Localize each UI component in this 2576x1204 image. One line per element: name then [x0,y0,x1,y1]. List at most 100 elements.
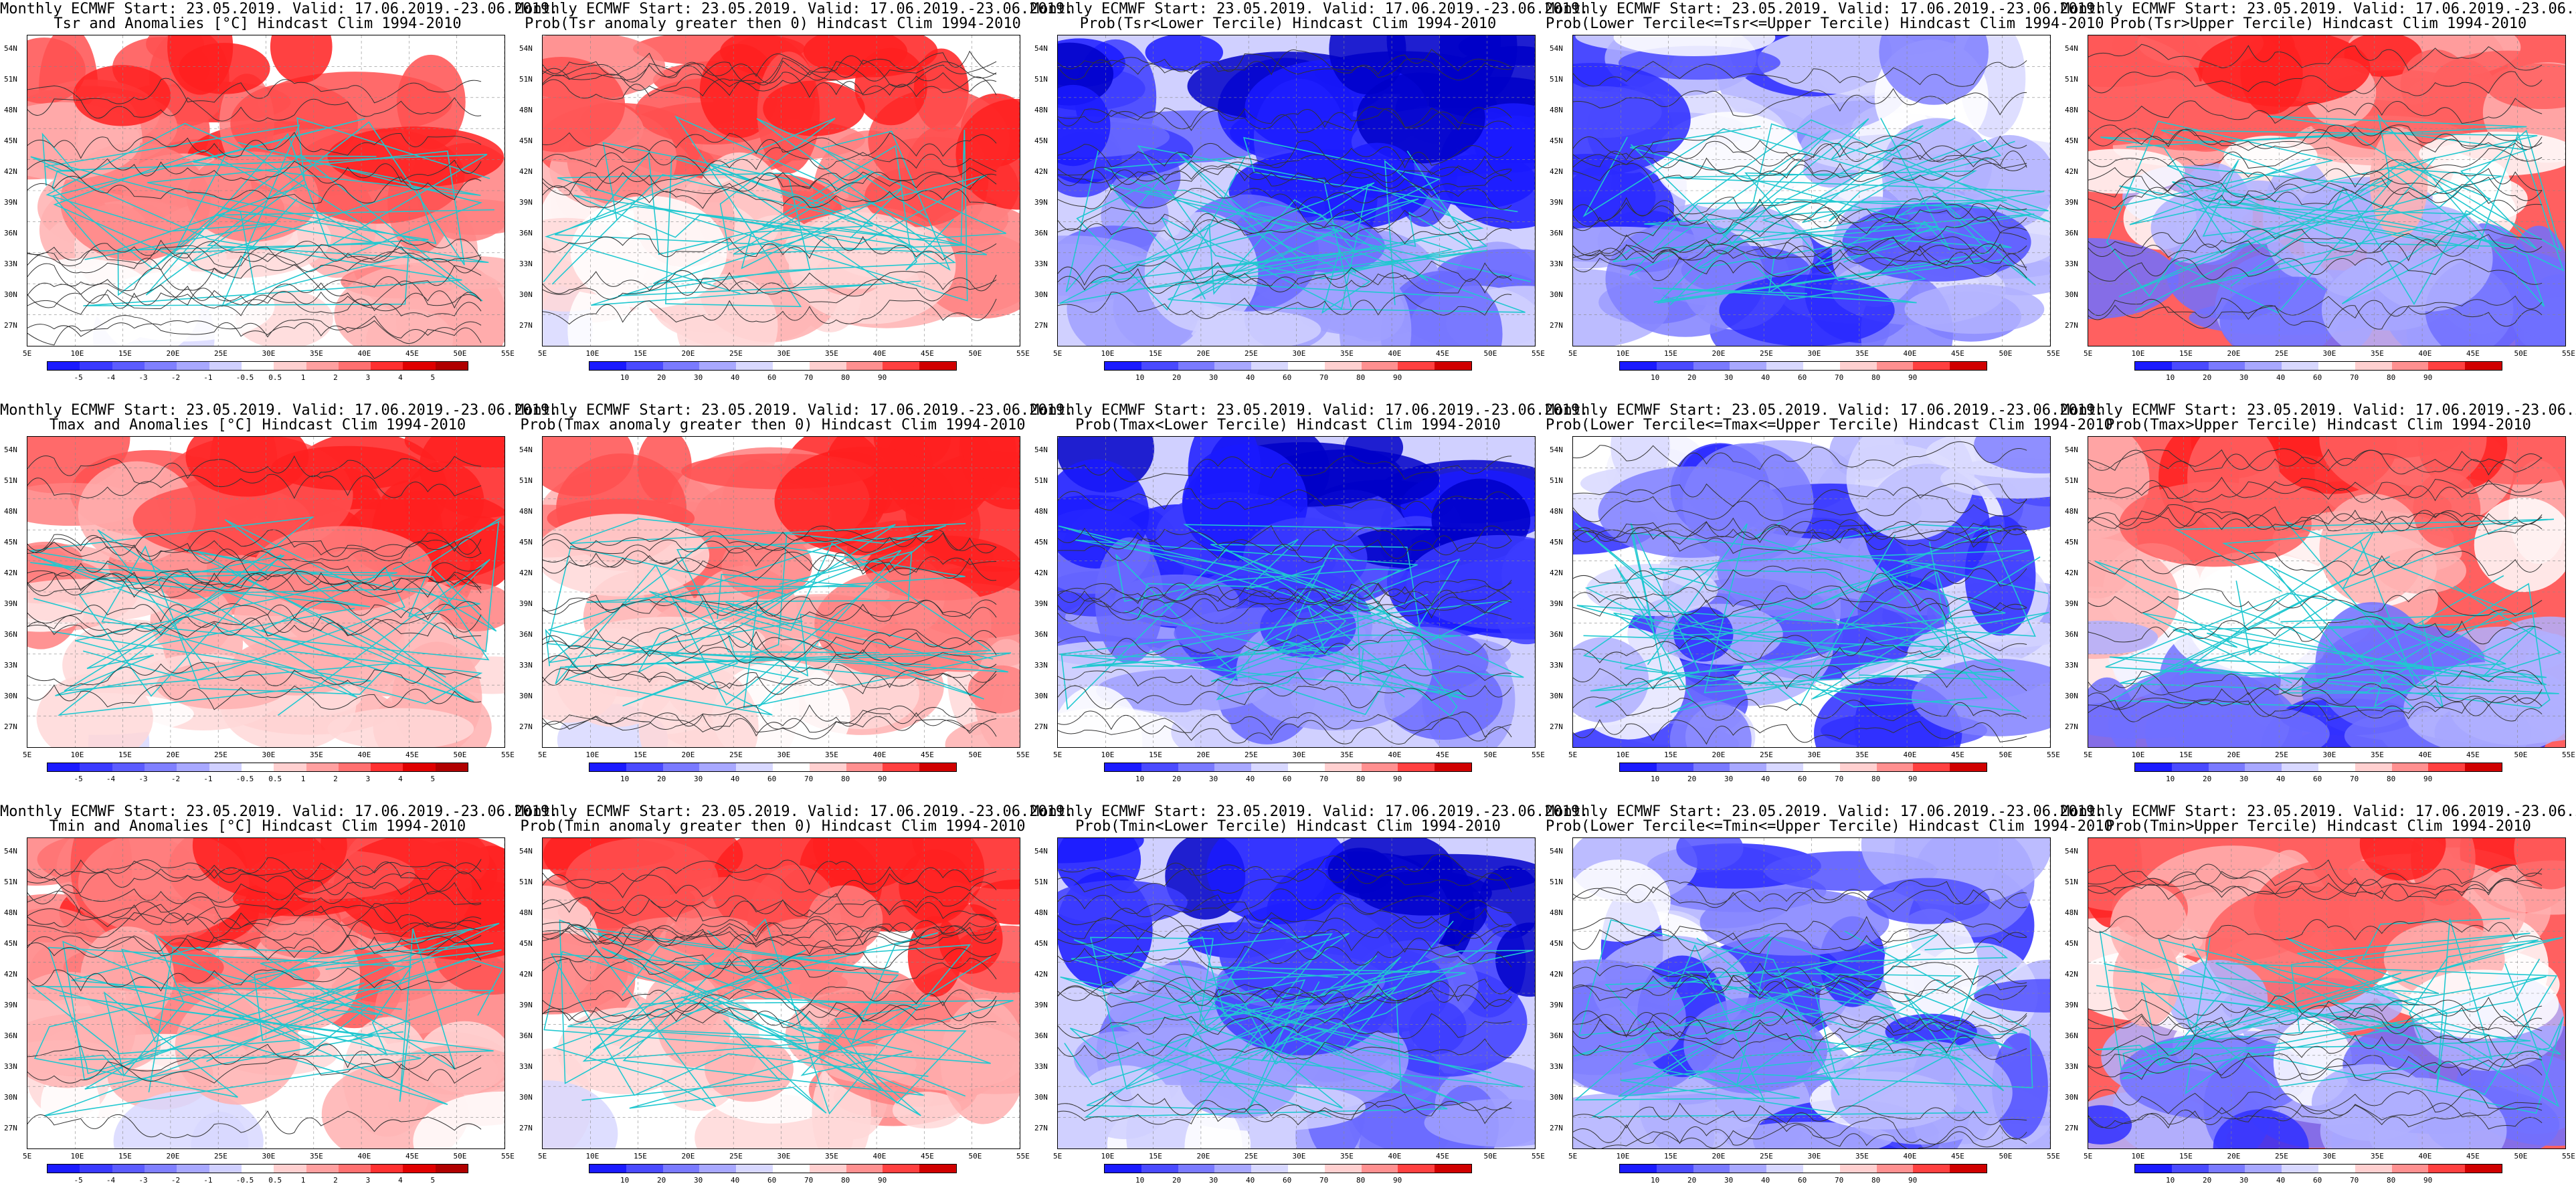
colorbar-label: 40 [731,775,740,783]
colorbar-label: 60 [1798,373,1807,382]
colorbar-label: 90 [1393,1176,1402,1185]
lat-tick-label: 54N [519,847,533,856]
lon-tick-label: 40E [1388,349,1402,358]
colorbar-label: 80 [1356,373,1366,382]
shaded-field-blob [543,57,626,153]
colorbar-swatch [1950,763,1987,771]
shaded-field-blob [2088,620,2158,655]
lon-tick-label: 15E [634,349,647,358]
panel-title: Monthly ECMWF Start: 23.05.2019. Valid: … [0,402,559,419]
colorbar-label: 80 [1871,1176,1881,1185]
lon-tick-label: 25E [1245,1152,1258,1161]
lon-tick-label: 55E [2047,750,2060,759]
isoline [1058,685,1512,710]
lat-tick-label: 30N [4,1093,17,1102]
lon-tick-label: 55E [501,1152,515,1161]
lon-tick-label: 40E [872,349,887,358]
colorbar-swatch [2171,362,2209,370]
lat-tick-label: 36N [2065,229,2078,237]
lon-tick-label: 15E [1149,349,1162,358]
lon-tick-label: 20E [681,1152,695,1161]
colorbar-label: -2 [171,1176,181,1185]
colorbar-swatch [177,362,209,370]
shaded-field-blob [959,437,1020,488]
lat-tick-label: 42N [1034,167,1048,176]
colorbar-label: -3 [139,1176,148,1185]
isoline [543,532,997,555]
shaded-field-blob [658,991,731,1068]
lon-tick-label: 20E [1196,1152,1210,1161]
map-panel: Monthly ECMWF Start: 23.05.2019. Valid: … [515,0,1073,401]
lon-tick-label: 45E [1436,349,1449,358]
colorbar-swatch [699,1165,737,1173]
colorbar-swatch [144,1165,177,1173]
colorbar-swatch [1839,763,1877,771]
shaded-field-blob [1424,154,1535,209]
colorbar [47,361,468,371]
lat-tick-label: 48N [519,507,533,516]
colorbar-label: 80 [2387,775,2396,783]
colorbar-label: 10 [1135,1176,1145,1185]
lat-tick-label: 36N [4,1031,17,1040]
shaded-field-blob [1058,686,1143,747]
lon-tick-label: 10E [585,1152,600,1161]
coastline [1590,541,2049,700]
colorbar-swatch [2171,763,2209,771]
colorbar-swatch [2428,763,2466,771]
coastline [2118,157,2513,306]
lon-tick-label: 5E [1053,750,1063,759]
isoline [1058,710,1512,738]
forecast-map [2088,837,2566,1149]
coastline [33,922,500,1098]
colorbar-swatch [2391,362,2429,370]
isoline [543,957,997,983]
colorbar-swatch [2355,763,2392,771]
colorbar-label: 60 [1798,1176,1807,1185]
isoline [2088,878,2543,902]
isoline [2088,233,2543,262]
coastline [1574,933,2009,1101]
coastline [2120,521,2519,708]
colorbar-swatch [1287,763,1325,771]
coastline [1064,932,1431,1086]
colorbar-label: 10 [2166,775,2175,783]
shaded-field-blob [1058,84,1111,167]
colorbar-label: 2 [333,373,338,382]
coastline [1671,934,2018,1102]
lat-tick-label: 30N [519,692,533,700]
colorbar-swatch [2245,763,2282,771]
colorbar-swatch [662,362,700,370]
lon-tick-label: 5E [538,750,547,759]
lon-tick-label: 15E [2179,1152,2193,1161]
colorbar-label: 20 [2203,775,2212,783]
forecast-map [1057,35,1536,346]
isoline [1058,595,1512,621]
lat-tick-label: 33N [519,661,533,670]
lat-tick-label: 48N [4,507,17,516]
coastline [2129,113,2545,307]
colorbar-swatch [1398,362,1435,370]
colorbar-swatch [112,763,145,771]
colorbar-swatch [209,763,242,771]
lat-tick-label: 27N [4,1124,17,1132]
colorbar-label: 60 [2313,1176,2322,1185]
map-panel: Monthly ECMWF Start: 23.05.2019. Valid: … [515,401,1073,803]
lon-tick-label: 15E [1149,1152,1162,1161]
isoline [543,647,997,673]
lat-tick-label: 45N [1550,136,1563,145]
colorbar-swatch [1398,763,1435,771]
lon-tick-label: 15E [118,349,132,358]
isoline [1058,106,1512,133]
colorbar-label: 20 [2203,1176,2212,1185]
colorbar-label: 70 [1319,373,1329,382]
lon-tick-label: 35E [1340,349,1354,358]
shaded-field-blob [232,637,362,696]
isoline [1058,915,1512,940]
colorbar-swatch [1398,1165,1435,1173]
isoline [27,880,482,906]
lon-tick-label: 40E [872,750,887,759]
colorbar-swatch [2282,362,2318,370]
colorbar-label: 80 [1871,775,1881,783]
colorbar-label: 10 [2166,1176,2175,1185]
colorbar-label: -1 [203,775,213,783]
